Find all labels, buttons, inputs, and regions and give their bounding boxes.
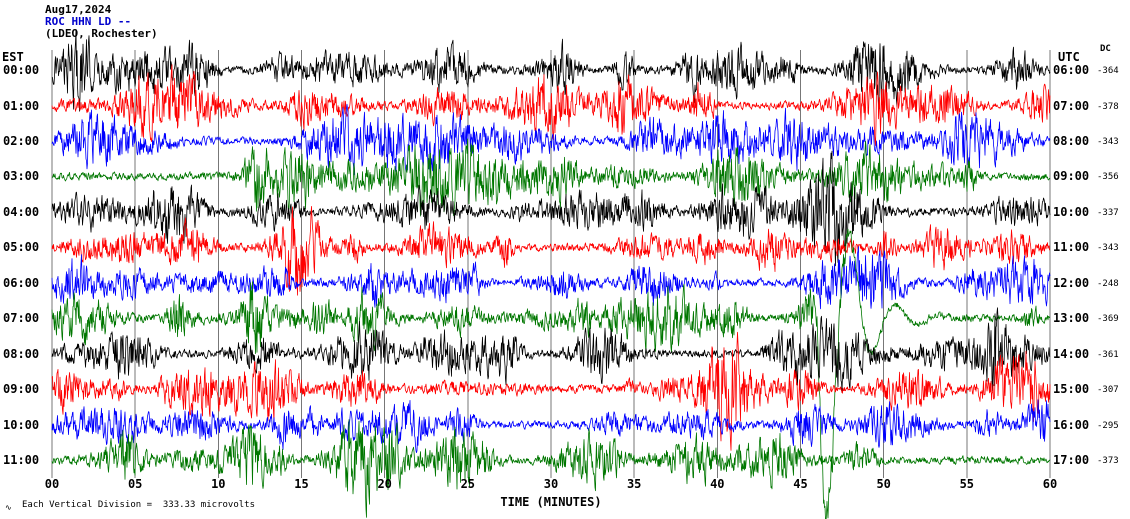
x-tick-label: 35 bbox=[626, 477, 642, 491]
x-tick-label: 05 bbox=[127, 477, 143, 491]
dc-value: -369 bbox=[1097, 314, 1119, 325]
est-label: 09:00 bbox=[3, 382, 40, 397]
seismo-trace-09:00 bbox=[51, 331, 1051, 451]
utc-label: 12:00 bbox=[1053, 275, 1090, 290]
seismo-trace-01:00 bbox=[51, 64, 1051, 146]
dc-value: -307 bbox=[1097, 385, 1119, 396]
dc-value: -295 bbox=[1097, 420, 1119, 431]
seismo-trace-04:00 bbox=[51, 150, 1051, 267]
x-tick-label: 10 bbox=[211, 477, 226, 491]
x-tick-label: 40 bbox=[710, 477, 725, 491]
station-id: ROC HHN LD -- bbox=[45, 15, 132, 28]
est-label: 04:00 bbox=[3, 204, 40, 219]
est-label: 10:00 bbox=[3, 417, 40, 432]
x-tick-label: 30 bbox=[543, 477, 559, 491]
utc-label: 15:00 bbox=[1053, 382, 1090, 397]
dc-value: -356 bbox=[1097, 172, 1119, 183]
est-label: 07:00 bbox=[3, 311, 40, 326]
wiggle-icon: ∿ bbox=[5, 503, 12, 512]
left-axis-header: EST bbox=[2, 50, 24, 64]
utc-label: 10:00 bbox=[1053, 204, 1090, 219]
utc-label: 11:00 bbox=[1053, 240, 1090, 255]
dc-value: -343 bbox=[1097, 136, 1119, 147]
dc-value: -337 bbox=[1097, 207, 1119, 218]
utc-label: 09:00 bbox=[1053, 169, 1090, 184]
est-label: 05:00 bbox=[3, 240, 40, 255]
dc-value: -364 bbox=[1097, 66, 1119, 76]
est-label: 08:00 bbox=[3, 346, 40, 361]
utc-label: 16:00 bbox=[1053, 417, 1090, 432]
right-axis-header: UTC bbox=[1058, 50, 1080, 64]
seismo-trace-00:00 bbox=[51, 29, 1051, 112]
utc-label: 07:00 bbox=[1053, 98, 1090, 113]
seismo-trace-06:00 bbox=[51, 246, 1051, 310]
utc-label: 14:00 bbox=[1053, 346, 1090, 361]
x-tick-label: 15 bbox=[294, 477, 309, 491]
utc-label: 17:00 bbox=[1053, 453, 1090, 467]
est-label: 11:00 bbox=[3, 453, 40, 467]
x-tick-label: 45 bbox=[793, 477, 808, 491]
dc-value: -343 bbox=[1097, 243, 1119, 254]
utc-label: 06:00 bbox=[1053, 63, 1090, 77]
x-axis-title: TIME (MINUTES) bbox=[500, 495, 602, 509]
dc-value: -361 bbox=[1097, 349, 1119, 360]
dc-value: -373 bbox=[1097, 456, 1119, 466]
est-label: 03:00 bbox=[3, 169, 40, 184]
network-name: (LDEO, Rochester) bbox=[45, 27, 158, 40]
seismo-trace-08:00 bbox=[51, 307, 1051, 393]
utc-label: 08:00 bbox=[1053, 133, 1090, 148]
x-tick-label: 25 bbox=[460, 477, 476, 491]
est-label: 00:00 bbox=[3, 63, 40, 77]
x-tick-label: 60 bbox=[1042, 477, 1058, 491]
dc-header: DC bbox=[1100, 44, 1111, 54]
seismo-trace-07:00 bbox=[51, 228, 1051, 519]
x-tick-label: 00 bbox=[44, 477, 60, 491]
dc-value: -248 bbox=[1097, 278, 1119, 289]
scale-note: Each Vertical Division = 333.33 microvol… bbox=[22, 500, 255, 510]
seismo-trace-10:00 bbox=[51, 399, 1051, 453]
x-tick-label: 20 bbox=[377, 477, 392, 491]
est-label: 06:00 bbox=[3, 275, 40, 290]
seismo-trace-05:00 bbox=[51, 206, 1051, 296]
est-label: 02:00 bbox=[3, 133, 40, 148]
plot-date: Aug17,2024 bbox=[45, 3, 112, 16]
seismo-trace-02:00 bbox=[51, 103, 1051, 176]
dc-value: -378 bbox=[1097, 101, 1119, 112]
x-tick-label: 50 bbox=[876, 477, 891, 491]
seismo-trace-03:00 bbox=[51, 138, 1051, 217]
seismo-trace-11:00 bbox=[51, 419, 1051, 518]
utc-label: 13:00 bbox=[1053, 311, 1090, 326]
x-tick-label: 55 bbox=[959, 477, 975, 491]
est-label: 01:00 bbox=[3, 98, 40, 113]
